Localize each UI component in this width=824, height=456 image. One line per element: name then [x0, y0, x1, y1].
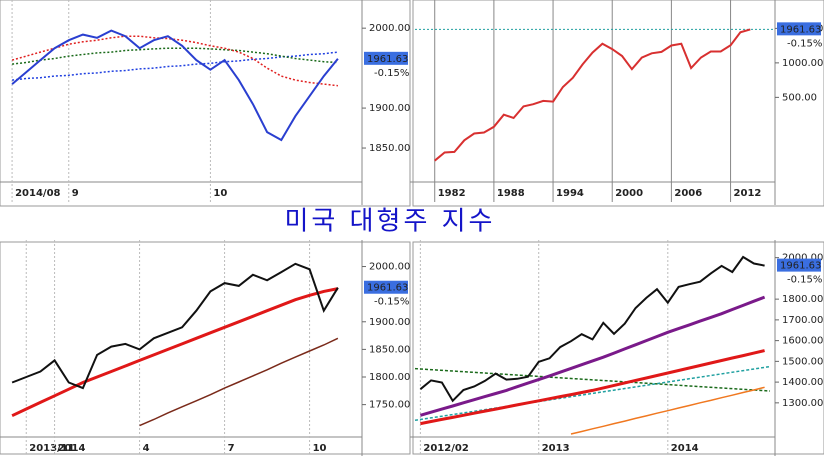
x-tick-label: 2012	[734, 188, 762, 199]
x-tick-label: 2014	[58, 443, 86, 454]
y-tick-label: 1850.00	[369, 143, 410, 154]
x-tick-label: 2013/11	[29, 443, 74, 454]
x-tick-label: 2000	[615, 188, 643, 199]
series-line	[12, 47, 338, 65]
price-tag-label: 1961.63	[367, 54, 408, 65]
price-tag	[364, 51, 408, 65]
x-tick-label: 10	[213, 188, 227, 199]
y-tick-label: 1800.00	[369, 372, 410, 383]
x-tick-label: 9	[72, 188, 79, 199]
series-line	[11, 287, 339, 418]
x-tick-label: 2012/02	[423, 443, 468, 454]
x-tick-label: 1982	[438, 188, 466, 199]
page-title: 미국 대형주 지수	[285, 207, 496, 237]
y-tick-label: 1400.00	[782, 377, 823, 388]
price-tag-label: 1961.63	[780, 261, 821, 272]
panel-frame	[0, 0, 411, 207]
y-tick-label: 1500.00	[782, 356, 823, 367]
y-tick-label: 1900.00	[369, 103, 410, 114]
y-tick-label: 1300.00	[782, 398, 823, 409]
price-tag-label: 1961.63	[780, 24, 821, 35]
x-tick-label: 7	[228, 443, 235, 454]
price-tag	[777, 22, 821, 36]
x-tick-label: 1994	[556, 188, 584, 199]
y-tick-label: 500.00	[782, 92, 817, 103]
panel-frame	[0, 241, 411, 455]
series-line	[419, 255, 765, 403]
change-label: -0.15%	[374, 68, 409, 79]
x-tick-label: 4	[143, 443, 150, 454]
series-line	[434, 28, 751, 162]
x-tick-label: 2013	[542, 443, 570, 454]
series-line	[11, 29, 339, 142]
panel-frame	[412, 0, 824, 207]
price-tag-label: 1961.63	[367, 283, 408, 294]
y-tick-label: 1850.00	[369, 344, 410, 355]
y-tick-label: 1900.00	[369, 317, 410, 328]
change-label: -0.15%	[374, 297, 409, 308]
panel-frame	[412, 241, 824, 455]
y-tick-label: 2000.00	[782, 253, 823, 264]
y-tick-label: 2000.00	[369, 262, 410, 273]
series-line	[420, 349, 765, 426]
x-tick-label: 10	[313, 443, 327, 454]
price-tag	[777, 258, 821, 272]
x-tick-label: 2014/08	[15, 188, 60, 199]
y-tick-label: 1800.00	[782, 294, 823, 305]
y-tick-label: 1000.00	[782, 58, 823, 69]
y-tick-label: 2000.00	[369, 23, 410, 34]
price-tag	[364, 280, 408, 294]
series-line	[11, 262, 339, 390]
change-label: -0.15%	[787, 275, 822, 286]
y-tick-label: 1600.00	[782, 336, 823, 347]
y-tick-label: 1700.00	[782, 315, 823, 326]
x-tick-label: 2014	[671, 443, 699, 454]
series-line	[139, 337, 339, 427]
y-tick-label: 1750.00	[369, 400, 410, 411]
trendline	[414, 367, 771, 392]
x-tick-label: 2006	[674, 188, 702, 199]
series-line	[419, 295, 766, 417]
x-tick-label: 1988	[497, 188, 525, 199]
series-line	[570, 386, 765, 435]
change-label: -0.15%	[787, 38, 822, 49]
series-line	[11, 35, 338, 87]
